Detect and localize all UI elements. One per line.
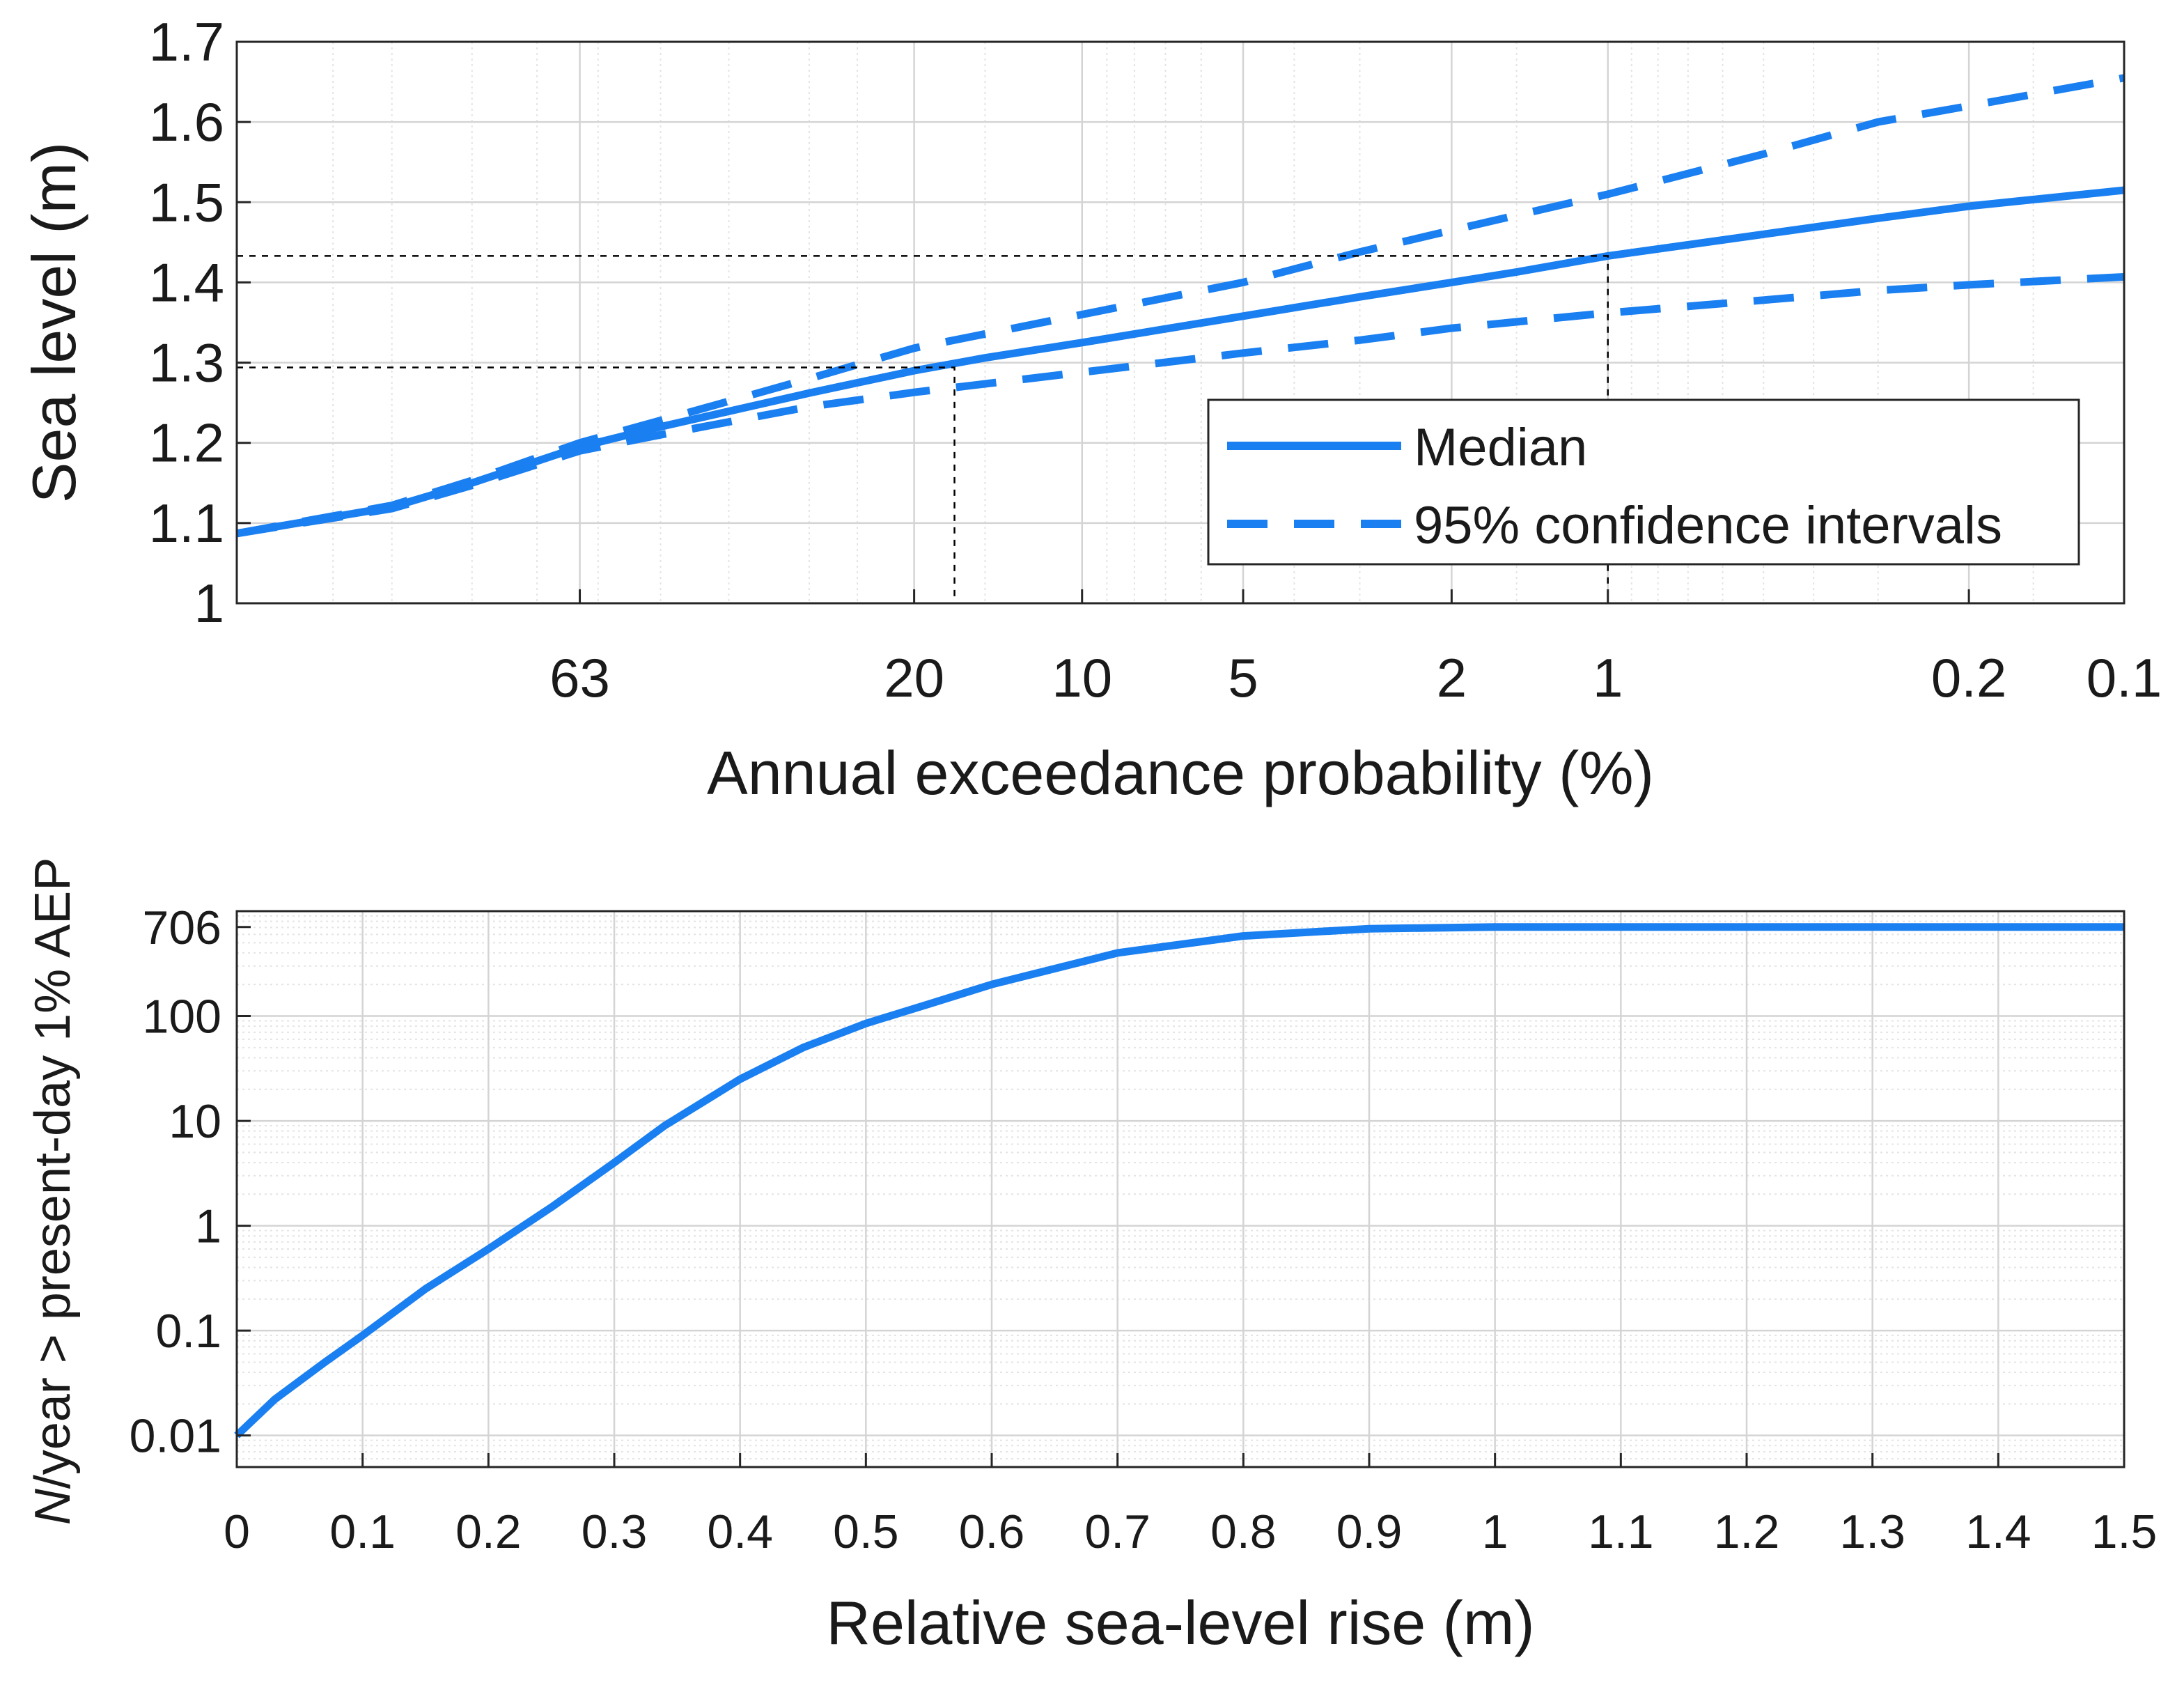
- bottom-x-tick-label: 1.5: [2091, 1505, 2158, 1558]
- top-y-tick-label: 1.2: [149, 412, 224, 474]
- top-y-axis-label: Sea level (m): [20, 142, 88, 503]
- bottom-y-tick-label: 0.1: [155, 1305, 221, 1358]
- top-reference-line: [237, 366, 956, 603]
- bottom-y-axis-label-rest: /year > present-day 1% AEP: [25, 858, 81, 1489]
- top-x-tick-label: 63: [549, 647, 610, 708]
- top-x-tick-label: 5: [1228, 647, 1258, 708]
- top-y-tick-label: 1.5: [149, 171, 224, 233]
- aep-sea-level-chart: 1 1.1 1.2 1.3 1.4 1.5 1.6 1.7 63 20 10 5 2 1 0.2 0.1 A…: [20, 11, 2162, 807]
- bottom-y-axis-label: N/year > present-day 1% AEP: [25, 858, 81, 1526]
- bottom-x-tick-label: 0.6: [959, 1505, 1025, 1558]
- legend-ci-label: 95% confidence intervals: [1414, 496, 2002, 555]
- bottom-x-tick-label: 1: [1482, 1505, 1508, 1558]
- top-x-tick-label: 0.1: [2086, 647, 2162, 708]
- bottom-x-tick-label: 0.4: [707, 1505, 773, 1558]
- top-reference-lines: [237, 255, 1609, 603]
- top-reference-line: [237, 255, 1609, 603]
- top-y-tick-label: 1.1: [149, 493, 224, 554]
- top-x-tick-label: 10: [1052, 647, 1112, 708]
- bottom-series: [234, 923, 2124, 1438]
- top-x-axis-label: Annual exceedance probability (%): [707, 738, 1654, 807]
- top-ci-line: [236, 272, 2125, 538]
- bottom-y-ticks: 0.01 0.1 1 10 100 706: [130, 901, 251, 1463]
- top-ci-line: [236, 74, 2125, 538]
- top-y-tick-label: 1: [194, 573, 224, 634]
- top-x-tick-label: 0.2: [1931, 647, 2006, 708]
- top-y-tick-label: 1.4: [149, 251, 224, 313]
- bottom-median-line: [234, 923, 2124, 1438]
- bottom-x-tick-label: 1.1: [1588, 1505, 1654, 1558]
- bottom-y-tick-label: 1: [195, 1200, 221, 1253]
- bottom-plot-area: [237, 911, 2124, 1467]
- top-x-ticks: 63 20 10 5 2 1 0.2 0.1: [549, 589, 2162, 708]
- bottom-x-tick-label: 0.5: [833, 1505, 899, 1558]
- bottom-y-tick-label: 100: [143, 991, 221, 1044]
- top-plot-frame: [235, 40, 2126, 605]
- bottom-plot-frame: [235, 910, 2126, 1468]
- bottom-x-tick-label: 1.4: [1965, 1505, 2031, 1558]
- top-x-tick-label: 20: [884, 647, 944, 708]
- bottom-x-tick-label: 0.1: [329, 1505, 396, 1558]
- legend-box: [1207, 398, 2080, 566]
- bottom-x-tick-label: 0.3: [582, 1505, 648, 1558]
- bottom-x-ticks: 0 0.1 0.2 0.3 0.4 0.5 0.6 0.7 0.8 0.9 1 1.1 1.2 1.3 1.…: [224, 1453, 2157, 1558]
- bottom-x-axis-label: Relative sea-level rise (m): [826, 1588, 1534, 1657]
- bottom-y-tick-label: 706: [143, 901, 221, 954]
- bottom-x-tick-label: 0.9: [1336, 1505, 1403, 1558]
- bottom-grid: [235, 910, 2126, 1467]
- bottom-x-tick-label: 0.8: [1210, 1505, 1277, 1558]
- top-y-ticks: 1 1.1 1.2 1.3 1.4 1.5 1.6 1.7: [149, 11, 251, 634]
- top-y-tick-label: 1.7: [149, 11, 224, 72]
- legend: Median 95% confidence intervals: [1207, 398, 2080, 566]
- top-y-tick-label: 1.6: [149, 91, 224, 153]
- bottom-y-axis-label-italic: N: [25, 1488, 81, 1525]
- bottom-x-tick-label: 0: [224, 1505, 250, 1558]
- bottom-y-tick-label: 10: [169, 1095, 221, 1148]
- bottom-x-tick-label: 1.3: [1839, 1505, 1905, 1558]
- top-x-tick-label: 2: [1437, 647, 1467, 708]
- legend-median-label: Median: [1414, 418, 1587, 477]
- bottom-x-tick-label: 0.7: [1084, 1505, 1150, 1558]
- top-y-tick-label: 1.3: [149, 332, 224, 394]
- top-series: [236, 74, 2125, 538]
- bottom-y-tick-label: 0.01: [130, 1410, 221, 1463]
- top-x-tick-label: 1: [1593, 647, 1623, 708]
- bottom-x-tick-label: 0.2: [455, 1505, 522, 1558]
- bottom-x-tick-label: 1.2: [1714, 1505, 1780, 1558]
